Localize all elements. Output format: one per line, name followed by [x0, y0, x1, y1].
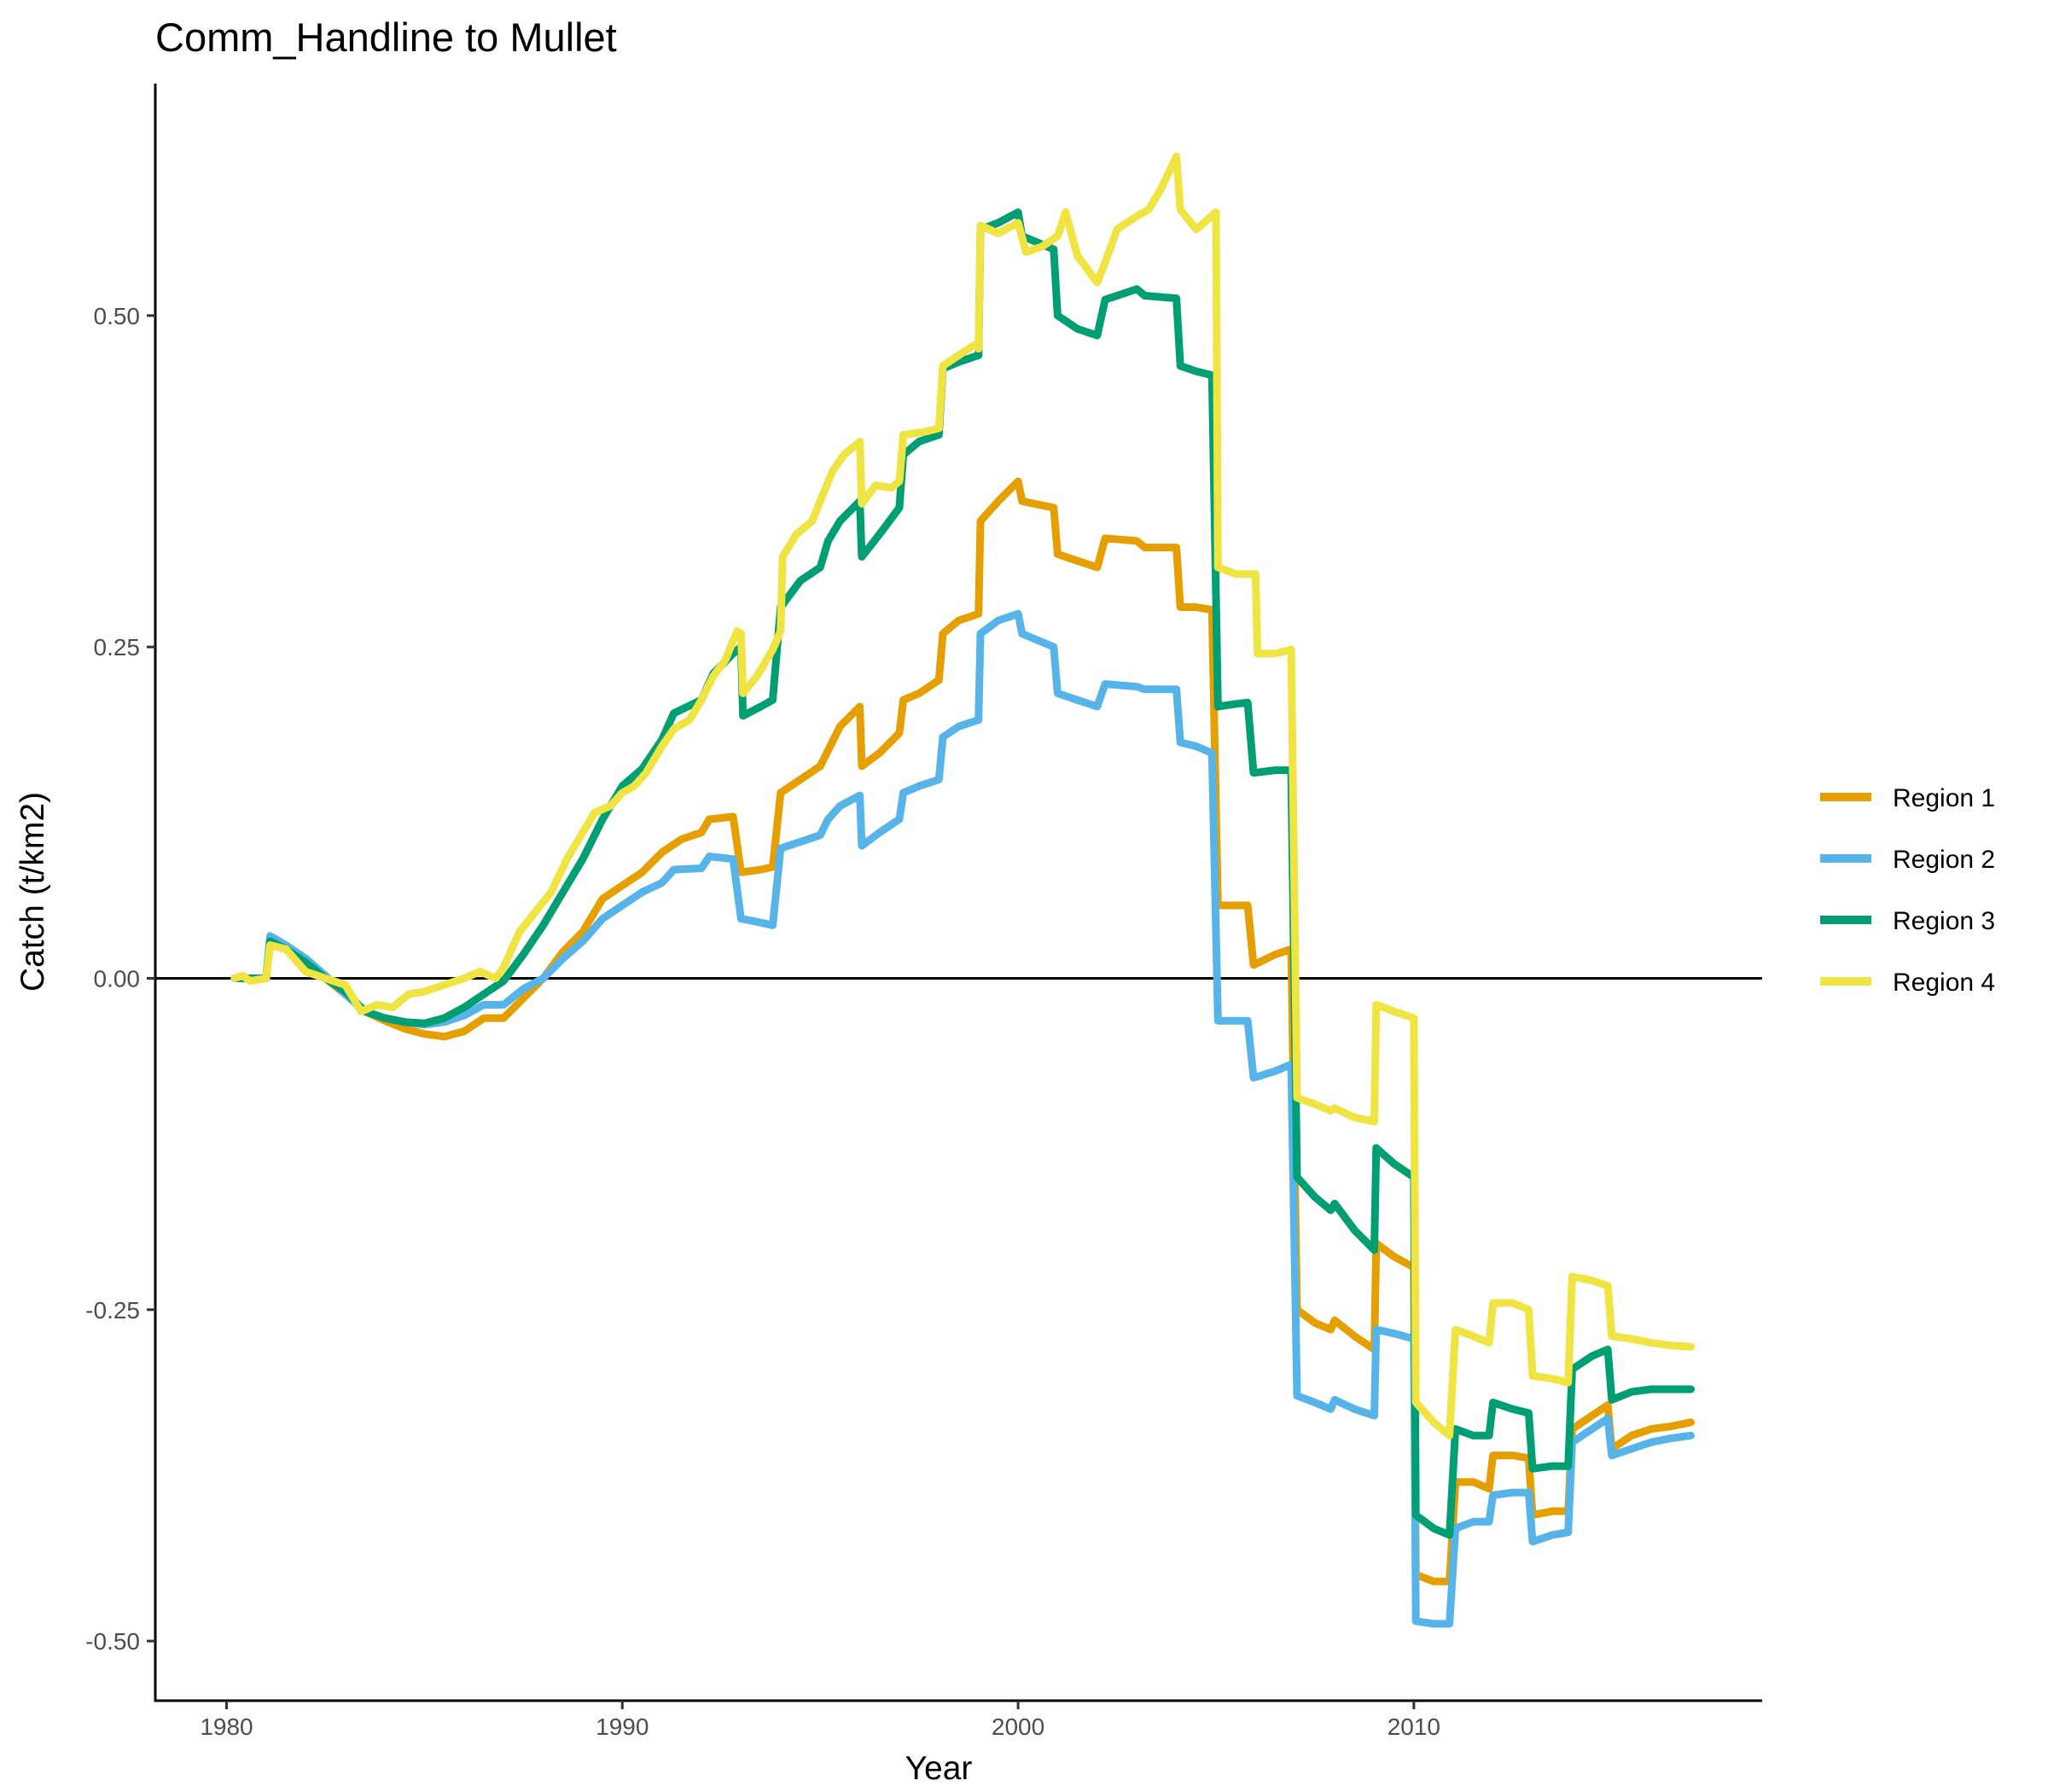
chart-title: Comm_Handline to Mullet — [155, 15, 617, 60]
plot-area — [154, 84, 1762, 1702]
x-axis-ticks: 1980 1990 2000 2010 — [200, 1701, 1440, 1740]
series-line-region-1 — [230, 477, 1695, 1585]
y-tick-label: 0.50 — [94, 303, 141, 329]
legend-label-region-3: Region 3 — [1893, 907, 1995, 935]
y-tick-label: 0.00 — [94, 965, 141, 992]
x-tick-label: 2010 — [1388, 1713, 1440, 1740]
y-tick-label: -0.50 — [85, 1628, 140, 1655]
legend-label-region-2: Region 2 — [1893, 846, 1995, 874]
series-line-region-2 — [230, 609, 1695, 1628]
legend-label-region-1: Region 1 — [1893, 784, 1995, 812]
y-tick-label: 0.25 — [94, 634, 141, 660]
legend-label-region-4: Region 4 — [1893, 969, 1995, 997]
x-tick-label: 2000 — [992, 1713, 1044, 1740]
series-line-region-3 — [230, 208, 1695, 1539]
x-axis-title: Year — [905, 1750, 973, 1787]
y-tick-label: -0.25 — [85, 1297, 140, 1324]
x-tick-label: 1990 — [596, 1713, 649, 1740]
series-line-region-4 — [230, 152, 1695, 1440]
y-axis-title: Catch (t/km2) — [15, 792, 51, 992]
series-lines — [230, 152, 1695, 1628]
x-tick-label: 1980 — [200, 1713, 253, 1740]
legend: Region 1 Region 2 Region 3 Region 4 — [1820, 784, 1995, 997]
y-axis-ticks: -0.50 -0.25 0.00 0.25 0.50 — [85, 303, 155, 1655]
